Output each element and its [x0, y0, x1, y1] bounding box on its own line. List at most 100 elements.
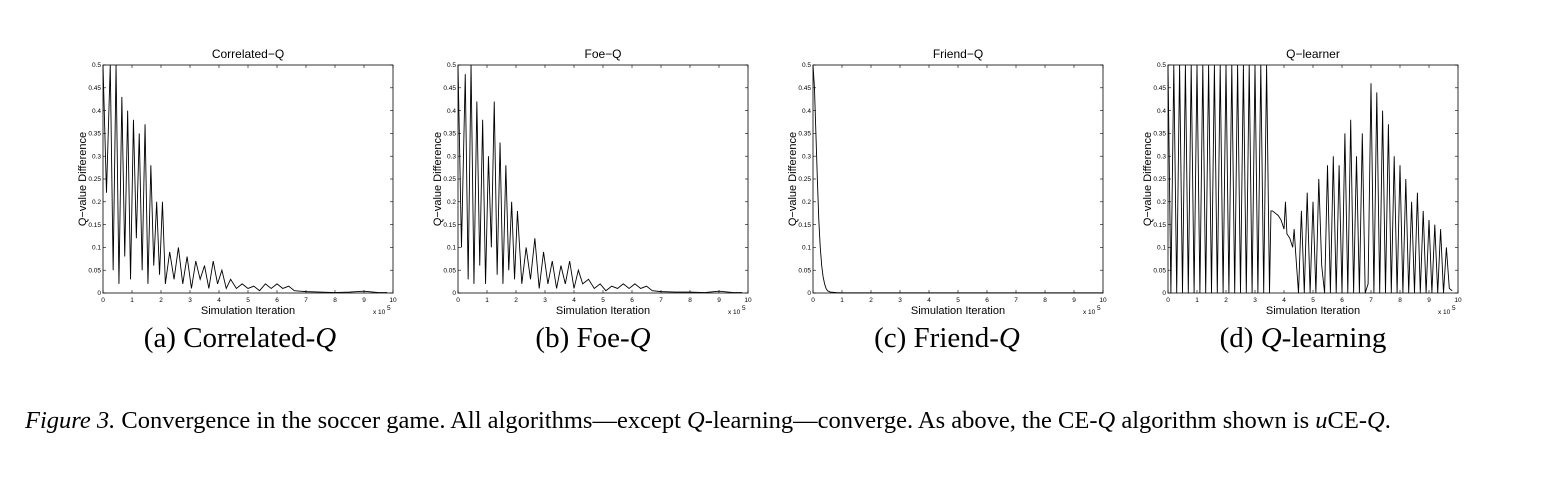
subcaption-a-prefix: (a) Correlated-: [143, 322, 316, 354]
x-tick-label-correlated-q: 9: [362, 297, 366, 304]
x-tick-label-q-learner: 9: [1427, 297, 1431, 304]
figure-caption-part-3: Q: [1097, 407, 1116, 434]
figure-caption-part-8: .: [1384, 407, 1391, 434]
y-tick-label-correlated-q: 0.3: [92, 153, 101, 160]
y-axis-label-friend-q: Q−value Difference: [787, 132, 799, 226]
x-tick-label-q-learner: 10: [1454, 297, 1462, 304]
y-tick-label-foe-q: 0.4: [447, 108, 456, 115]
x-tick-label-friend-q: 7: [1014, 297, 1018, 304]
chart-title-correlated-q: Correlated−Q: [212, 47, 284, 61]
y-tick-label-friend-q: 0: [807, 290, 811, 297]
x-tick-label-foe-q: 7: [659, 297, 663, 304]
figure-caption-part-1: Q: [687, 407, 705, 434]
y-tick-label-friend-q: 0.15: [798, 222, 811, 229]
subcaption-c-prefix: (c) Friend-: [874, 322, 999, 354]
x-tick-label-friend-q: 3: [898, 297, 902, 304]
x-tick-label-foe-q: 10: [744, 297, 752, 304]
y-axis-label-correlated-q: Q−value Difference: [77, 132, 89, 226]
y-tick-label-correlated-q: 0.05: [88, 267, 101, 274]
x-tick-label-correlated-q: 8: [333, 297, 337, 304]
x-tick-label-friend-q: 4: [927, 297, 931, 304]
figure-caption-part-5: u: [1315, 407, 1328, 434]
x-tick-label-q-learner: 2: [1224, 297, 1228, 304]
x-tick-label-correlated-q: 5: [246, 297, 250, 304]
x-tick-label-correlated-q: 6: [275, 297, 279, 304]
x-exponent-label-foe-q: x 10: [728, 309, 741, 316]
x-tick-label-foe-q: 1: [485, 297, 489, 304]
subcaption-b-q: Q: [629, 322, 651, 354]
y-tick-label-friend-q: 0.3: [802, 153, 811, 160]
y-tick-label-foe-q: 0.5: [447, 62, 456, 69]
y-tick-label-correlated-q: 0.35: [88, 131, 101, 138]
x-tick-label-foe-q: 2: [514, 297, 518, 304]
x-tick-label-foe-q: 6: [630, 297, 634, 304]
series-line-friend-q: [812, 64, 1103, 294]
x-axis-label-foe-q: Simulation Iteration: [556, 305, 650, 317]
x-exponent-power-q-learner: 5: [1452, 305, 1456, 312]
y-tick-label-foe-q: 0.1: [447, 245, 456, 252]
y-tick-label-foe-q: 0.45: [443, 85, 456, 92]
y-tick-label-q-learner: 0.1: [1157, 245, 1166, 252]
chart-panel-foe-q: Foe−Q 0 0.05 0.1 0.15 0.2 0.25 0.3 0.35 0.4 0.45 0.…: [415, 40, 785, 330]
chart-svg-q-learner: Q−learner 0 0.05 0.1 0.15 0.2 0.25 0.3 0.35 0.4 0.…: [1142, 47, 1462, 317]
x-tick-label-friend-q: 6: [985, 297, 989, 304]
chart-title-foe-q: Foe−Q: [584, 47, 621, 61]
chart-panel-friend-q: Friend−Q 0 0.05 0.1 0.15 0.2 0.25 0.3 0.35 0.4 0.4…: [770, 40, 1140, 330]
x-tick-label-friend-q: 2: [869, 297, 873, 304]
y-tick-label-correlated-q: 0.5: [92, 62, 101, 69]
y-tick-label-friend-q: 0.5: [802, 62, 811, 69]
y-tick-label-friend-q: 0.05: [798, 267, 811, 274]
chart-svg-foe-q: Foe−Q 0 0.05 0.1 0.15 0.2 0.25 0.3 0.35 0.4 0.45 0.…: [432, 47, 752, 317]
x-tick-label-foe-q: 4: [572, 297, 576, 304]
subcaption-a: (a) Correlated-Q: [55, 322, 425, 355]
y-tick-label-q-learner: 0: [1162, 290, 1166, 297]
x-tick-label-correlated-q: 10: [389, 297, 397, 304]
y-tick-label-friend-q: 0.2: [802, 199, 811, 206]
subcaption-c-q: Q: [998, 322, 1020, 354]
subcaption-d: (d) Q-learning: [1118, 322, 1488, 355]
x-exponent-label-friend-q: x 10: [1083, 309, 1096, 316]
y-tick-label-friend-q: 0.35: [798, 131, 811, 138]
subcaption-b: (b) Foe-Q: [408, 322, 778, 355]
y-tick-label-q-learner: 0.35: [1153, 131, 1166, 138]
plot-frame-friend-q: [812, 64, 1104, 294]
y-axis-label-foe-q: Q−value Difference: [432, 132, 444, 226]
subcaption-b-prefix: (b) Foe-: [535, 322, 630, 354]
y-tick-label-q-learner: 0.4: [1157, 108, 1166, 115]
x-exponent-power-foe-q: 5: [742, 305, 746, 312]
x-tick-label-foe-q: 8: [688, 297, 692, 304]
figure-label: Figure 3.: [25, 407, 116, 434]
y-tick-label-correlated-q: 0.4: [92, 108, 101, 115]
x-tick-label-q-learner: 6: [1340, 297, 1344, 304]
y-tick-label-correlated-q: 0.1: [92, 245, 101, 252]
subcaption-c: (c) Friend-Q: [762, 322, 1132, 355]
y-tick-label-q-learner: 0.5: [1157, 62, 1166, 69]
y-tick-label-q-learner: 0.05: [1153, 267, 1166, 274]
chart-svg-correlated-q: Correlated−Q 0 0.05 0.1 0.15 0.2 0.25 0.3 0.35 0.…: [77, 47, 397, 317]
y-tick-label-foe-q: 0: [452, 290, 456, 297]
x-tick-label-correlated-q: 7: [304, 297, 308, 304]
x-tick-label-q-learner: 8: [1398, 297, 1402, 304]
y-tick-label-q-learner: 0.2: [1157, 199, 1166, 206]
y-tick-label-foe-q: 0.3: [447, 153, 456, 160]
x-tick-label-q-learner: 3: [1253, 297, 1257, 304]
subcaption-d-q: Q: [1260, 322, 1282, 354]
plot-frame-foe-q: [457, 64, 749, 294]
x-tick-label-q-learner: 5: [1311, 297, 1315, 304]
figure-caption-part-7: Q: [1367, 407, 1385, 434]
series-line-foe-q: [457, 64, 743, 293]
figure-caption-part-6: CE-: [1327, 407, 1368, 434]
y-tick-label-friend-q: 0.45: [798, 85, 811, 92]
x-tick-label-q-learner: 7: [1369, 297, 1373, 304]
y-tick-label-correlated-q: 0.45: [88, 85, 101, 92]
x-tick-label-q-learner: 0: [1166, 297, 1170, 304]
x-exponent-label-correlated-q: x 10: [373, 309, 386, 316]
y-tick-label-foe-q: 0.35: [443, 131, 456, 138]
x-tick-label-friend-q: 0: [811, 297, 815, 304]
x-tick-label-correlated-q: 3: [188, 297, 192, 304]
x-exponent-power-friend-q: 5: [1097, 305, 1101, 312]
x-tick-label-friend-q: 8: [1043, 297, 1047, 304]
y-tick-label-correlated-q: 0.2: [92, 199, 101, 206]
y-tick-label-foe-q: 0.15: [443, 222, 456, 229]
x-tick-label-friend-q: 9: [1072, 297, 1076, 304]
